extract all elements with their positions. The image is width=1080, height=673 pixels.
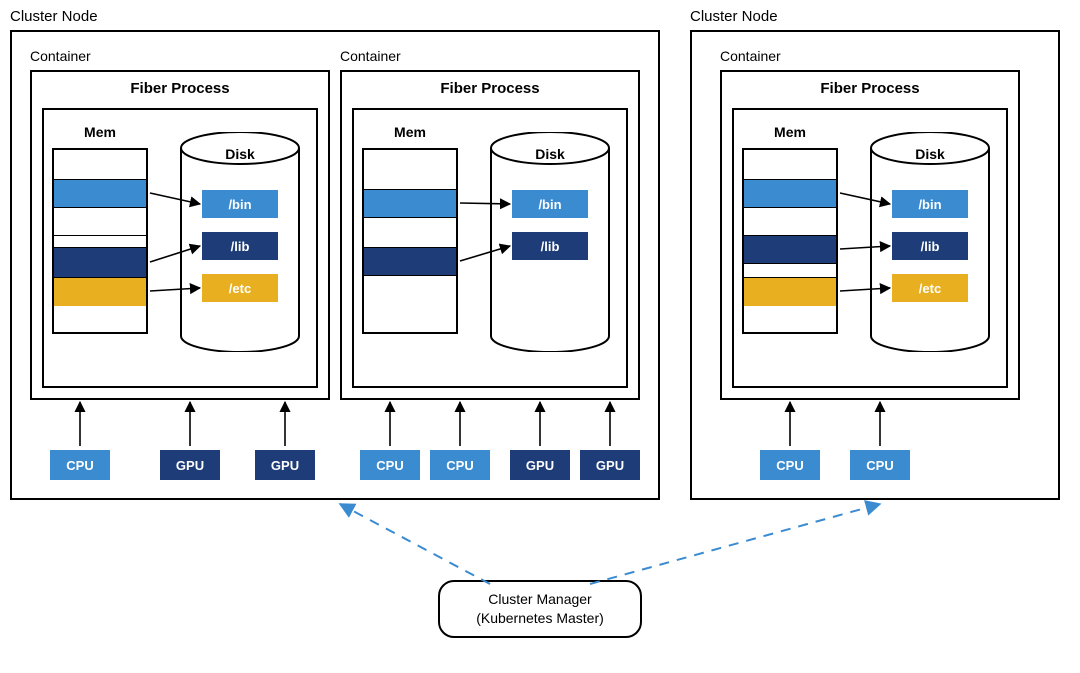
mem-label: Mem bbox=[52, 124, 148, 140]
disk-item: /lib bbox=[512, 232, 588, 260]
mem-row bbox=[364, 218, 456, 248]
fiber-process-label: Fiber Process bbox=[30, 80, 330, 97]
container-label: Container bbox=[30, 48, 91, 64]
container-label: Container bbox=[720, 48, 781, 64]
container-label: Container bbox=[340, 48, 401, 64]
disk-item: /etc bbox=[892, 274, 968, 302]
disk-item: /bin bbox=[202, 190, 278, 218]
cpu-box: CPU bbox=[430, 450, 490, 480]
mem-row bbox=[744, 278, 836, 306]
disk-item: /bin bbox=[512, 190, 588, 218]
mem-row bbox=[364, 190, 456, 218]
mem-label: Mem bbox=[742, 124, 838, 140]
diagram-canvas: Cluster Node Cluster Node Container Fiber… bbox=[0, 0, 1080, 673]
mem-row bbox=[54, 208, 146, 236]
cluster-node-1-label: Cluster Node bbox=[10, 8, 98, 25]
disk-label: Disk bbox=[870, 146, 990, 162]
mem-row bbox=[54, 278, 146, 306]
cluster-manager-line1: Cluster Manager bbox=[488, 591, 592, 607]
disk-item: /bin bbox=[892, 190, 968, 218]
mem-box bbox=[742, 148, 838, 334]
mem-row bbox=[744, 150, 836, 180]
disk-cylinder: Disk/bin/lib/etc bbox=[870, 132, 990, 352]
mem-row bbox=[54, 248, 146, 278]
mem-row bbox=[364, 276, 456, 306]
disk-cylinder: Disk/bin/lib/etc bbox=[180, 132, 300, 352]
gpu-box: GPU bbox=[580, 450, 640, 480]
cpu-box: CPU bbox=[760, 450, 820, 480]
mem-row bbox=[54, 150, 146, 180]
mem-row bbox=[744, 236, 836, 264]
cluster-node-2-label: Cluster Node bbox=[690, 8, 778, 25]
cpu-box: CPU bbox=[360, 450, 420, 480]
mem-label: Mem bbox=[362, 124, 458, 140]
disk-cylinder: Disk/bin/lib bbox=[490, 132, 610, 352]
mem-row bbox=[744, 208, 836, 236]
mem-row bbox=[744, 180, 836, 208]
disk-label: Disk bbox=[490, 146, 610, 162]
fiber-process-label: Fiber Process bbox=[340, 80, 640, 97]
cpu-box: CPU bbox=[850, 450, 910, 480]
disk-item: /lib bbox=[202, 232, 278, 260]
cpu-box: CPU bbox=[50, 450, 110, 480]
fiber-process-label: Fiber Process bbox=[720, 80, 1020, 97]
gpu-box: GPU bbox=[510, 450, 570, 480]
disk-label: Disk bbox=[180, 146, 300, 162]
mem-box bbox=[52, 148, 148, 334]
mem-row bbox=[54, 236, 146, 248]
disk-item: /lib bbox=[892, 232, 968, 260]
cluster-manager-line2: (Kubernetes Master) bbox=[476, 610, 604, 626]
gpu-box: GPU bbox=[160, 450, 220, 480]
mem-row bbox=[744, 264, 836, 278]
mem-row bbox=[364, 248, 456, 276]
mem-row bbox=[364, 150, 456, 190]
mem-box bbox=[362, 148, 458, 334]
cluster-manager-box: Cluster Manager (Kubernetes Master) bbox=[438, 580, 642, 638]
mem-row bbox=[54, 180, 146, 208]
gpu-box: GPU bbox=[255, 450, 315, 480]
disk-item: /etc bbox=[202, 274, 278, 302]
